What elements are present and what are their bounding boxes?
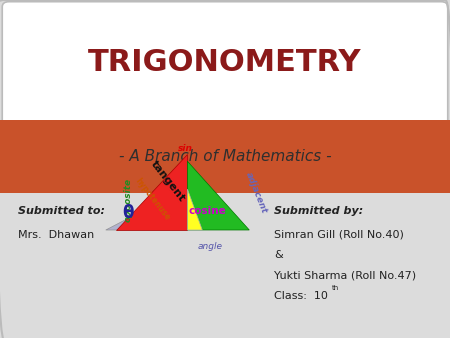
Polygon shape <box>116 154 188 230</box>
Text: - A Branch of Mathematics -: - A Branch of Mathematics - <box>119 149 331 164</box>
Text: Class:  10: Class: 10 <box>274 291 328 301</box>
Bar <box>0 193 450 338</box>
Text: th: th <box>332 285 339 291</box>
FancyBboxPatch shape <box>0 120 450 193</box>
Text: adjacent: adjacent <box>244 171 269 215</box>
Text: Yukti Sharma (Roll No.47): Yukti Sharma (Roll No.47) <box>274 270 417 281</box>
Text: TRIGONOMETRY: TRIGONOMETRY <box>88 48 362 77</box>
Text: cosine: cosine <box>189 207 226 216</box>
Polygon shape <box>188 189 203 230</box>
Polygon shape <box>188 161 249 230</box>
Text: hypotenuse: hypotenuse <box>134 176 172 222</box>
Text: Submitted by:: Submitted by: <box>274 206 364 216</box>
Text: θ: θ <box>122 204 134 222</box>
Text: opposite: opposite <box>123 178 133 222</box>
Text: sin: sin <box>177 144 193 153</box>
Polygon shape <box>106 197 188 230</box>
Text: angle: angle <box>197 242 222 251</box>
Text: tangent: tangent <box>148 159 187 204</box>
Text: &: & <box>274 250 283 260</box>
Text: Mrs.  Dhawan: Mrs. Dhawan <box>18 230 94 240</box>
Text: Simran Gill (Roll No.40): Simran Gill (Roll No.40) <box>274 230 405 240</box>
Text: Submitted to:: Submitted to: <box>18 206 105 216</box>
FancyBboxPatch shape <box>2 2 448 130</box>
